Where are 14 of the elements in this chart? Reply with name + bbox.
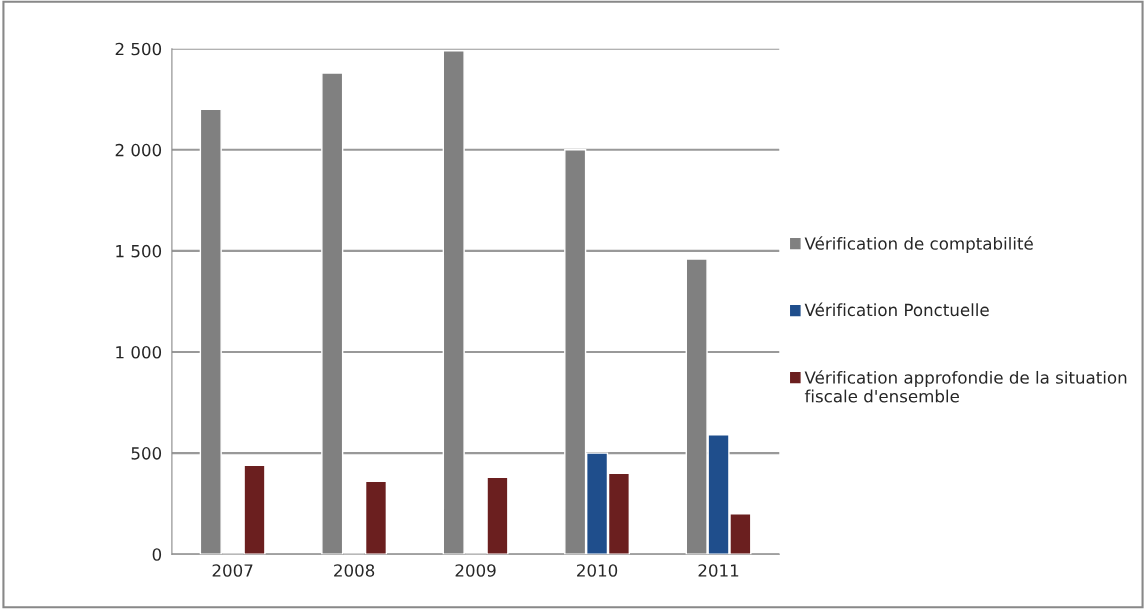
y-tick-label: 1 000 [116, 345, 162, 359]
y-tick-label: 0 [152, 548, 162, 561]
y-tick-label: 1 500 [116, 244, 162, 258]
y-tick-label: 2 000 [115, 143, 162, 157]
x-tick-label: 2009 [455, 564, 496, 577]
x-tick-label: 2008 [334, 564, 375, 577]
legend-label: Vérification Ponctuelle [804, 302, 989, 317]
legend-label: Vérification approfondie de la situation fiscale d'ensemble [804, 370, 1127, 403]
x-tick-label: 2010 [577, 564, 618, 577]
x-tick-label: 2011 [698, 564, 739, 577]
y-tick-label: 500 [131, 447, 162, 460]
y-tick-label: 2 500 [115, 42, 162, 56]
legend-label: Vérification de comptabilité [804, 236, 1033, 254]
x-tick-label: 2007 [212, 564, 253, 577]
